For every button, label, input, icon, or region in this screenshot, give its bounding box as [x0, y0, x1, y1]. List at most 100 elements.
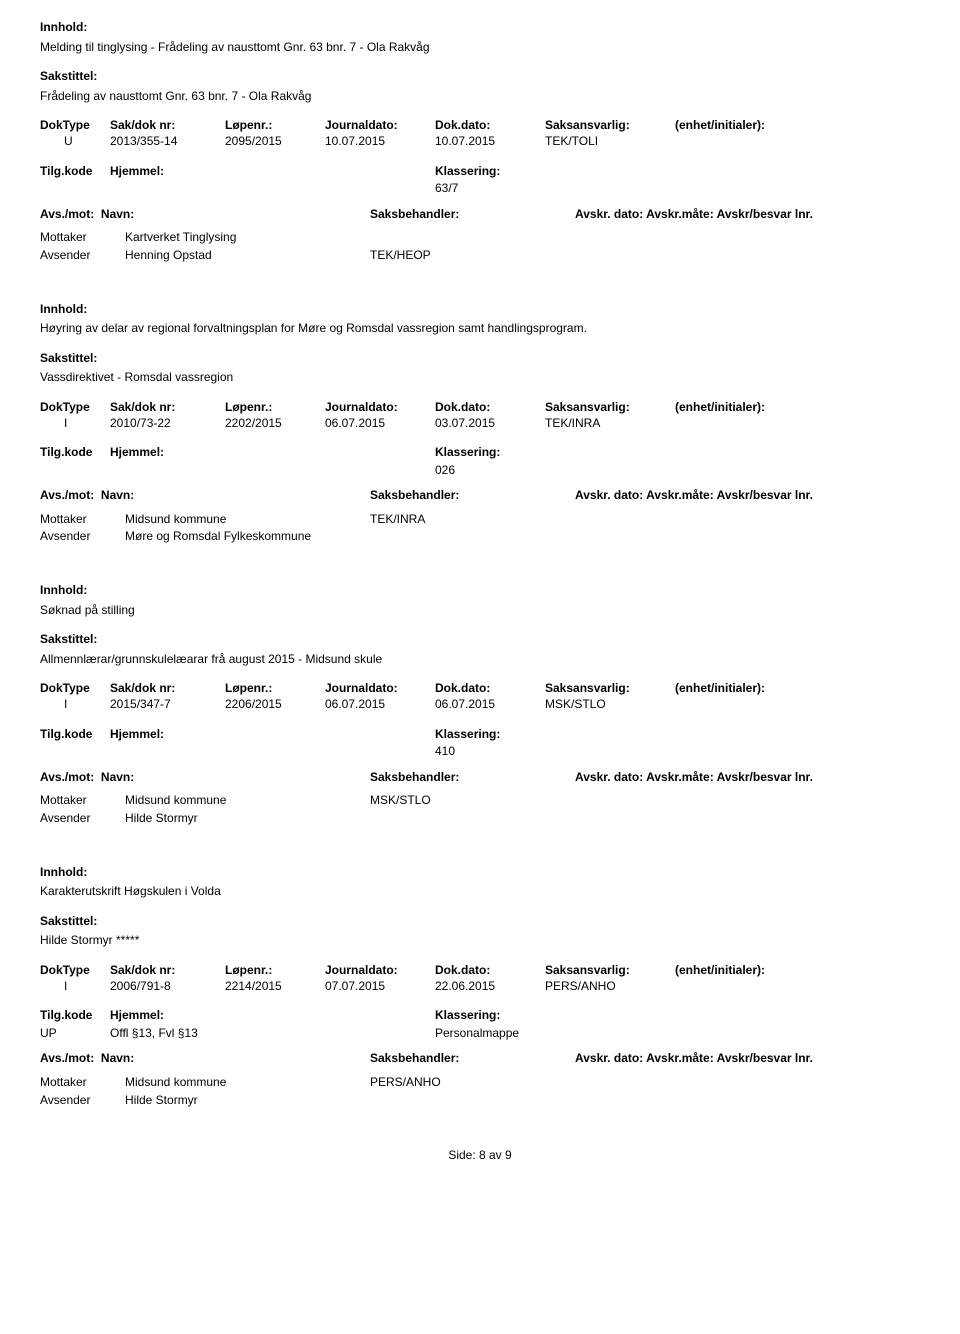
innhold-text: Karakterutskrift Høgskulen i Volda — [40, 884, 920, 900]
val-journaldato: 06.07.2015 — [325, 697, 435, 713]
party-row: MottakerMidsund kommunePERS/ANHO — [40, 1075, 920, 1091]
party-handler — [370, 811, 920, 827]
innhold-label: Innhold: — [40, 20, 920, 36]
col-saksansvarlig: Saksansvarlig: — [545, 681, 675, 697]
col-enhet: (enhet/initialer): — [675, 400, 920, 416]
val-klassering: 63/7 — [435, 181, 920, 197]
sakstittel-label: Sakstittel: — [40, 914, 920, 930]
party-name: Kartverket Tinglysing — [125, 230, 370, 246]
navn-label: Navn: — [101, 770, 134, 784]
navn-label: Navn: — [101, 207, 134, 221]
party-name: Midsund kommune — [125, 512, 370, 528]
avskr-label: Avskr. dato: Avskr.måte: Avskr/besvar ln… — [575, 770, 920, 786]
avsmot-label: Avs./mot: — [40, 488, 94, 502]
party-name: Henning Opstad — [125, 248, 370, 264]
val-doktype: I — [40, 697, 110, 713]
saksbehandler-label: Saksbehandler: — [370, 1051, 575, 1067]
party-row: AvsenderHenning OpstadTEK/HEOP — [40, 248, 920, 264]
tilg-klass-header: Tilg.kodeHjemmel:Klassering: — [40, 727, 920, 743]
val-hjemmel: Offl §13, Fvl §13 — [110, 1026, 198, 1042]
col-dokdato: Dok.dato: — [435, 118, 545, 134]
val-enhet — [675, 134, 920, 150]
journal-record: Innhold:Karakterutskrift Høgskulen i Vol… — [40, 865, 920, 1109]
tilgkode-label: Tilg.kode — [40, 164, 110, 180]
avskr-label: Avskr. dato: Avskr.måte: Avskr/besvar ln… — [575, 488, 920, 504]
val-tilgkode: UP — [40, 1026, 110, 1042]
innhold-label: Innhold: — [40, 583, 920, 599]
sakstittel-label: Sakstittel: — [40, 632, 920, 648]
val-saksansvarlig: TEK/TOLI — [545, 134, 675, 150]
val-doktype: I — [40, 416, 110, 432]
navn-label: Navn: — [101, 1051, 134, 1065]
party-row: MottakerMidsund kommuneTEK/INRA — [40, 512, 920, 528]
col-sakdok: Sak/dok nr: — [110, 963, 225, 979]
columns-header: DokTypeSak/dok nr:Løpenr.:Journaldato:Do… — [40, 400, 920, 416]
party-row: AvsenderHilde Stormyr — [40, 1093, 920, 1109]
party-role: Mottaker — [40, 1075, 125, 1091]
col-lopenr: Løpenr.: — [225, 400, 325, 416]
innhold-label: Innhold: — [40, 302, 920, 318]
party-handler — [370, 230, 920, 246]
col-enhet: (enhet/initialer): — [675, 681, 920, 697]
party-name: Hilde Stormyr — [125, 811, 370, 827]
party-role: Avsender — [40, 811, 125, 827]
val-journaldato: 06.07.2015 — [325, 416, 435, 432]
col-saksansvarlig: Saksansvarlig: — [545, 400, 675, 416]
val-saksansvarlig: TEK/INRA — [545, 416, 675, 432]
party-role: Avsender — [40, 1093, 125, 1109]
val-sakdok: 2013/355-14 — [110, 134, 225, 150]
tilg-klass-header: Tilg.kodeHjemmel:Klassering: — [40, 445, 920, 461]
sakstittel-text: Vassdirektivet - Romsdal vassregion — [40, 370, 920, 386]
col-dokdato: Dok.dato: — [435, 400, 545, 416]
party-row: AvsenderHilde Stormyr — [40, 811, 920, 827]
columns-header: DokTypeSak/dok nr:Løpenr.:Journaldato:Do… — [40, 963, 920, 979]
avsmot-label: Avs./mot: — [40, 207, 94, 221]
hjemmel-label: Hjemmel: — [110, 1008, 164, 1024]
saksbehandler-label: Saksbehandler: — [370, 207, 575, 223]
party-handler — [370, 1093, 920, 1109]
page-footer: Side: 8 av 9 — [40, 1148, 920, 1164]
columns-header: DokTypeSak/dok nr:Løpenr.:Journaldato:Do… — [40, 118, 920, 134]
columns-data: I2010/73-222202/201506.07.201503.07.2015… — [40, 416, 920, 432]
tilg-klass-header: Tilg.kodeHjemmel:Klassering: — [40, 164, 920, 180]
val-klassering: Personalmappe — [435, 1026, 920, 1042]
columns-data: U2013/355-142095/201510.07.201510.07.201… — [40, 134, 920, 150]
tilgkode-label: Tilg.kode — [40, 445, 110, 461]
val-dokdato: 03.07.2015 — [435, 416, 545, 432]
sakstittel-text: Allmennlærar/grunnskulelæarar frå august… — [40, 652, 920, 668]
val-journaldato: 10.07.2015 — [325, 134, 435, 150]
party-role: Mottaker — [40, 793, 125, 809]
party-row: MottakerMidsund kommuneMSK/STLO — [40, 793, 920, 809]
tilg-klass-data: UPOffl §13, Fvl §13 Personalmappe — [40, 1026, 920, 1042]
val-klassering: 410 — [435, 744, 920, 760]
col-journaldato: Journaldato: — [325, 681, 435, 697]
navn-label: Navn: — [101, 488, 134, 502]
hjemmel-label: Hjemmel: — [110, 445, 164, 461]
tilg-klass-header: Tilg.kodeHjemmel:Klassering: — [40, 1008, 920, 1024]
party-name: Midsund kommune — [125, 793, 370, 809]
col-lopenr: Løpenr.: — [225, 681, 325, 697]
col-doktype: DokType — [40, 118, 110, 134]
avsmot-header: Avs./mot: Navn:Saksbehandler:Avskr. dato… — [40, 488, 920, 504]
val-lopenr: 2095/2015 — [225, 134, 325, 150]
col-sakdok: Sak/dok nr: — [110, 681, 225, 697]
avsmot-header: Avs./mot: Navn:Saksbehandler:Avskr. dato… — [40, 1051, 920, 1067]
val-enhet — [675, 416, 920, 432]
col-journaldato: Journaldato: — [325, 400, 435, 416]
party-role: Avsender — [40, 248, 125, 264]
party-role: Mottaker — [40, 230, 125, 246]
val-doktype: I — [40, 979, 110, 995]
val-sakdok: 2010/73-22 — [110, 416, 225, 432]
klassering-label: Klassering: — [435, 1008, 500, 1022]
party-name: Hilde Stormyr — [125, 1093, 370, 1109]
party-row: MottakerKartverket Tinglysing — [40, 230, 920, 246]
val-saksansvarlig: PERS/ANHO — [545, 979, 675, 995]
hjemmel-label: Hjemmel: — [110, 727, 164, 743]
col-lopenr: Løpenr.: — [225, 118, 325, 134]
klassering-label: Klassering: — [435, 727, 500, 741]
col-sakdok: Sak/dok nr: — [110, 118, 225, 134]
val-saksansvarlig: MSK/STLO — [545, 697, 675, 713]
sakstittel-label: Sakstittel: — [40, 69, 920, 85]
val-sakdok: 2015/347-7 — [110, 697, 225, 713]
saksbehandler-label: Saksbehandler: — [370, 770, 575, 786]
